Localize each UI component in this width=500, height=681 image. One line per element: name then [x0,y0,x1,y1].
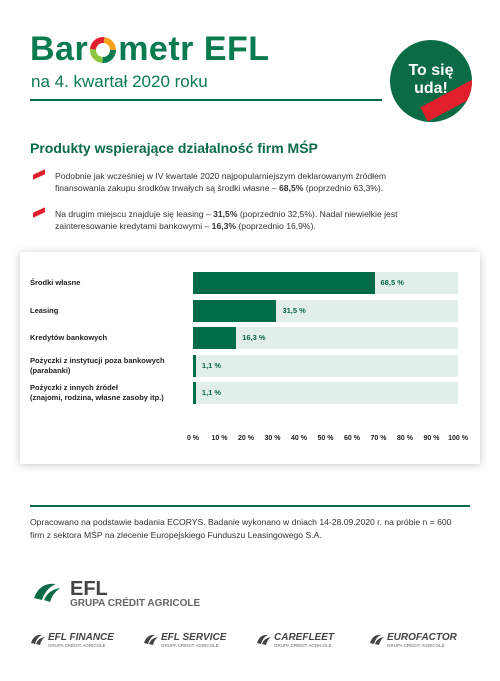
logo-group: GRUPA CRÉDIT AGRICOLE [274,643,332,648]
brand-ring [90,36,117,63]
bullet-text: (poprzednio 32,5%). Nadal niewielkie jes… [55,209,398,231]
x-tick-label: 40 % [291,435,307,442]
value-label: 68,5 % [380,278,404,287]
bullet-text: (poprzednio 63,3%). [303,183,384,193]
x-tick-label: 50 % [317,435,334,442]
rule [30,99,382,101]
bar [193,354,196,377]
bar-track [193,382,458,404]
brand: Bar metr EFL [30,30,270,69]
bar-track [193,354,458,377]
x-tick-label: 0 % [186,435,200,442]
chart-card: Środki własne 68,5 % Leasing 31,5 % Kredytów… [20,252,480,464]
logo-name: EFL FINANCE [48,632,114,643]
logo-icon [34,583,60,602]
logo-icon [257,634,271,645]
section-title: Produkty wspierające działalność firm MŚ… [30,140,318,156]
logo-group: GRUPA CRÉDIT AGRICOLE [48,643,106,648]
bullet-text: (poprzednio 16,9%). [236,221,316,231]
value-label: 31,5 % [282,305,306,315]
bar [193,382,196,404]
logo-icon [31,634,45,645]
bar [193,272,375,294]
x-tick-label: 70 % [370,435,387,442]
x-tick-label: 20 % [238,435,254,442]
logo-name: EUROFACTOR [387,632,457,643]
bullet-text: 31,5% [213,209,238,219]
bullet-text: 68,5% [279,183,304,193]
badge: To się uda! [390,40,472,122]
bullet-text: 16,3% [211,221,237,231]
logo-group: GRUPA CRÉDIT AGRICOLE [161,643,219,648]
bar [193,327,237,349]
bullet-marker [33,169,45,180]
logo-name: CAREFLEET [274,632,334,643]
logo-name: EFL SERVICE [161,632,227,643]
bar-track [193,327,458,349]
brand-right: metr EFL [118,30,270,68]
bullet: Podobnie jak wcześniej w IV kwartale 202… [33,169,415,194]
category-label: Leasing [30,305,59,315]
x-tick-label: 100 % [448,435,468,442]
x-tick-label: 80 % [397,435,413,442]
subtitle: na 4. kwartał 2020 roku [31,72,208,91]
bullet-marker [33,207,45,218]
brand-left: Bar [30,30,89,68]
rule [30,505,470,507]
badge-line: To się [408,62,454,79]
x-tick-label: 90 % [423,435,440,442]
value-label: 1,1 % [201,360,222,370]
category-label: Kredytów bankowych [30,333,108,342]
category-label: Pożyczki z innych źródeł (znajomi, rodzi… [30,383,164,402]
value-label: 16,3 % [242,333,266,342]
bullet: Na drugim miejscu znajduje się leasing –… [33,207,415,232]
x-tick-label: 60 % [344,435,360,442]
logo-group: GRUPA CRÉDIT AGRICOLE [70,598,201,609]
logo-icon [370,634,384,645]
x-tick-label: 30 % [264,435,281,442]
category-label: Pożyczki z instytucji poza bankowych (pa… [30,355,165,375]
bullet-text: Podobnie jak wcześniej w IV kwartale 202… [55,171,387,193]
bullet-text: Na drugim miejscu znajduje się leasing – [55,209,214,219]
value-label: 1,1 % [201,388,222,397]
logo-group: GRUPA CRÉDIT AGRICOLE [387,643,445,648]
badge-line: uda! [414,80,448,97]
logo-icon [144,634,158,645]
logo-name: EFL [70,578,108,600]
category-label: Środki własne [30,278,81,287]
note: Opracowano na podstawie badania ECORYS. … [30,517,452,540]
bar [193,299,277,322]
x-tick-label: 10 % [211,435,228,442]
